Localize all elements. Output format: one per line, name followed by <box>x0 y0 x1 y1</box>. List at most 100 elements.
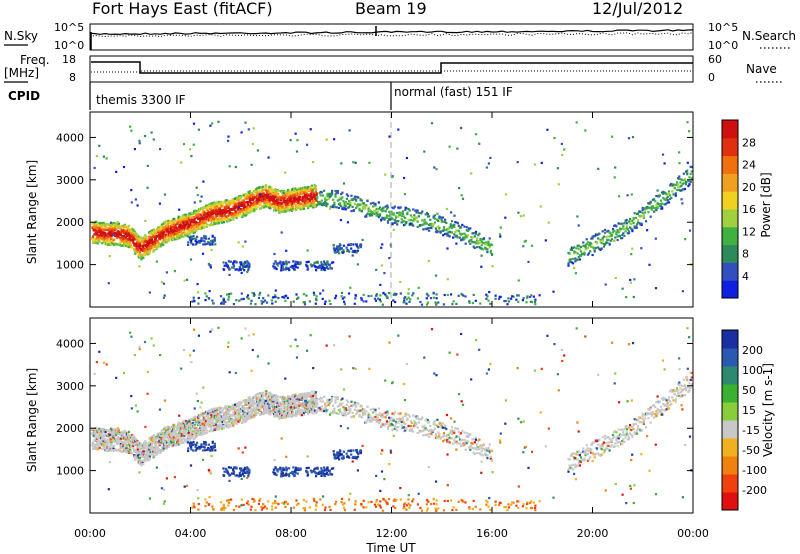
velocity-cell <box>127 430 130 433</box>
power-cell <box>281 295 284 299</box>
power-cell <box>270 187 273 190</box>
power-cell <box>293 200 296 203</box>
power-cell <box>397 206 400 209</box>
power-cell <box>154 243 157 246</box>
power-cell <box>200 227 203 230</box>
power-cell <box>338 252 341 255</box>
velocity-cell <box>177 439 180 442</box>
velocity-cell <box>170 434 173 437</box>
power-cell <box>279 260 282 263</box>
power-cell <box>166 227 169 230</box>
power-cell <box>275 190 278 193</box>
power-cell <box>686 161 689 164</box>
power-cell <box>149 244 152 247</box>
velocity-cell <box>107 438 111 441</box>
power-cell <box>257 200 260 204</box>
power-cell <box>412 292 415 295</box>
power-cell <box>647 202 650 205</box>
power-cell <box>108 223 111 226</box>
velocity-cell <box>157 437 160 440</box>
power-cell <box>240 208 243 211</box>
power-cell <box>246 209 249 212</box>
power-cell <box>190 242 193 245</box>
power-cell <box>682 188 685 191</box>
power-cell <box>449 231 452 234</box>
power-cell <box>452 300 455 303</box>
power-cell <box>207 215 210 218</box>
power-cell <box>183 223 186 226</box>
power-cell <box>442 226 446 229</box>
power-cell <box>601 239 604 242</box>
power-cell <box>650 208 653 211</box>
power-cell <box>677 186 680 189</box>
power-cell <box>574 257 577 260</box>
power-cell <box>242 297 245 300</box>
power-cell <box>487 299 490 302</box>
power-cell <box>302 301 305 304</box>
power-cell <box>182 235 185 238</box>
power-cell <box>342 249 345 252</box>
power-cell <box>654 206 657 210</box>
power-cell <box>343 202 346 205</box>
power-cell <box>324 201 327 204</box>
velocity-cell <box>159 434 162 437</box>
power-cell <box>298 205 302 208</box>
power-cell <box>111 242 114 245</box>
power-cell <box>398 213 401 216</box>
power-cell <box>211 204 214 207</box>
power-cell <box>376 214 379 217</box>
power-cell <box>274 188 277 191</box>
power-cell <box>489 249 492 252</box>
power-cell <box>199 200 202 203</box>
power-cell <box>619 228 623 231</box>
power-cell <box>262 193 265 196</box>
power-cell <box>661 202 664 205</box>
power-cell <box>262 297 265 300</box>
velocity-cell <box>154 448 157 451</box>
power-cell <box>152 233 155 236</box>
power-cell <box>346 221 349 224</box>
power-cell <box>224 208 228 211</box>
velocity-cell <box>154 435 157 438</box>
power-cell <box>664 203 667 206</box>
power-cell <box>196 194 199 197</box>
power-cell <box>92 241 95 244</box>
power-cell <box>319 194 322 197</box>
power-cell <box>233 260 236 263</box>
power-cell <box>653 210 656 213</box>
power-cell <box>478 142 481 145</box>
power-cell <box>610 238 613 241</box>
power-cell <box>246 270 249 274</box>
power-cell <box>306 193 310 196</box>
power-cell <box>238 211 241 214</box>
colorbar-frame <box>721 119 739 299</box>
power-cell <box>130 232 133 235</box>
power-cell <box>227 295 231 298</box>
power-cell <box>575 121 578 124</box>
power-cell <box>95 220 98 223</box>
power-cell <box>347 292 351 295</box>
power-cell <box>650 206 653 209</box>
power-cell <box>169 221 172 224</box>
power-cell <box>479 302 482 305</box>
power-cell <box>316 196 319 199</box>
power-cell <box>310 184 313 187</box>
power-cell <box>436 231 439 234</box>
power-cell <box>226 210 229 213</box>
power-cell <box>181 233 184 236</box>
power-cell <box>208 204 211 207</box>
power-cell <box>309 263 312 266</box>
power-cell <box>203 226 206 229</box>
power-cell <box>681 179 684 182</box>
power-cell <box>314 189 317 192</box>
velocity-cell <box>177 426 181 430</box>
power-cell <box>648 207 651 210</box>
power-cell <box>271 194 274 198</box>
power-cell <box>148 291 151 294</box>
power-cell <box>95 155 98 158</box>
power-cell <box>460 194 463 197</box>
power-cell <box>309 194 312 197</box>
power-cell <box>263 198 266 201</box>
power-cell <box>207 237 210 240</box>
